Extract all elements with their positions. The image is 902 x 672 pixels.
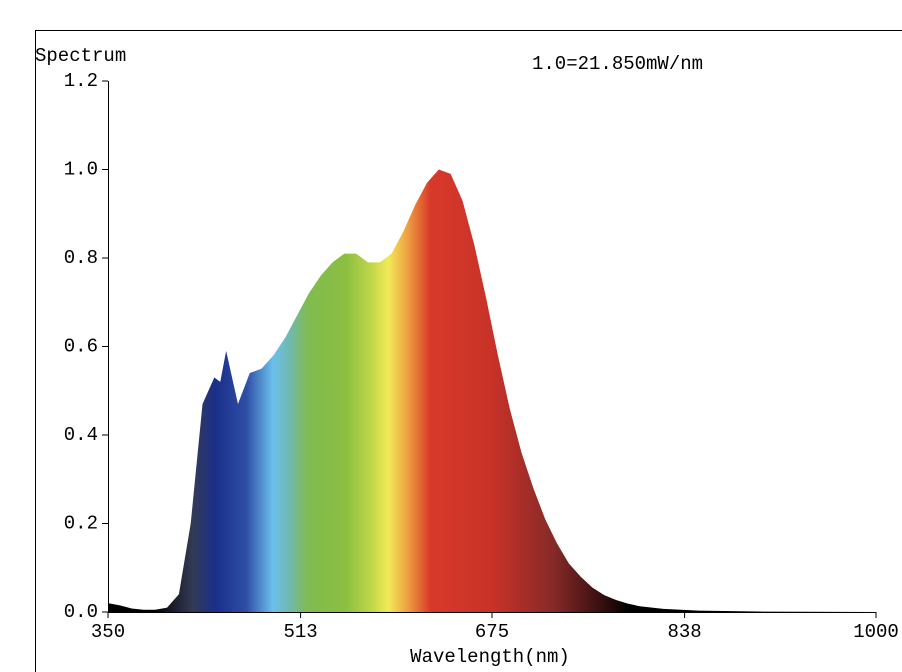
y-tick-label: 0.0: [64, 601, 98, 623]
annotation: 1.0=21.850mW/nm: [532, 53, 703, 75]
x-tick-label: 675: [475, 621, 509, 643]
y-tick-label: 0.6: [64, 336, 98, 358]
y-tick-label: 0.8: [64, 247, 98, 269]
y-tick-label: 0.2: [64, 513, 98, 535]
y-axis-label: Spectrum: [35, 45, 126, 67]
y-tick-label: 1.0: [64, 159, 98, 181]
x-tick-label: 838: [667, 621, 701, 643]
y-tick-label: 0.4: [64, 424, 98, 446]
x-tick-label: 513: [283, 621, 317, 643]
y-tick-label: 1.2: [64, 70, 98, 92]
x-axis-label: Wavelength(nm): [410, 646, 570, 668]
spectrum-area: [108, 169, 876, 612]
x-tick-label: 1000: [853, 621, 899, 643]
x-tick-label: 350: [91, 621, 125, 643]
